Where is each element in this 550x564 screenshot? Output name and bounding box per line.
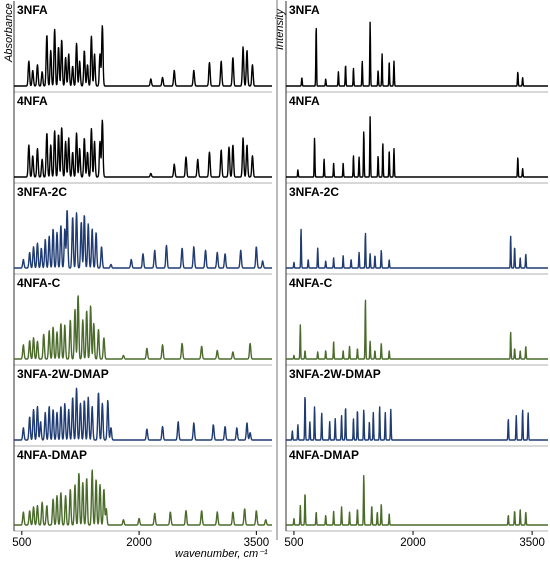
sample-label-ir-3: 3NFA-2C [17, 185, 67, 199]
sample-label-raman-6: 4NFA-DMAP [289, 448, 359, 462]
sample-label-raman-4: 4NFA-C [289, 276, 333, 290]
spectrum-line-ir-5 [13, 387, 273, 441]
right-y-axis-label: Intensity [274, 8, 286, 50]
sample-label-ir-4: 4NFA-C [17, 276, 61, 290]
x-tick-label: 3500 [519, 537, 545, 549]
sample-label-ir-2: 4NFA [17, 94, 48, 108]
sample-label-ir-5: 3NFA-2W-DMAP [17, 367, 109, 381]
sample-label-raman-2: 4NFA [289, 94, 320, 108]
spectrum-line-raman-6 [285, 475, 549, 526]
plots-layer: 3NFA 4NFA 3NFA-2C 4NFA-C 3NFA-2W-DMAP 4NFA-DM… [12, 1, 549, 549]
spectrum-line-raman-3 [285, 228, 549, 269]
spectrum-line-ir-6 [13, 469, 273, 526]
x-tick-label: 3500 [244, 537, 270, 549]
spectrum-line-raman-1 [285, 21, 549, 87]
left-y-axis-label: Absorbance [3, 3, 15, 63]
spectrum-line-ir-1 [13, 25, 273, 87]
spectrum-line-ir-4 [13, 295, 273, 360]
sample-label-ir-6: 4NFA-DMAP [17, 448, 87, 462]
spectrum-line-ir-2 [13, 119, 273, 178]
x-tick-label: 500 [12, 537, 31, 549]
spectrum-line-raman-2 [285, 116, 549, 178]
x-axis-label: wavenumber, cm⁻¹ [175, 548, 268, 560]
x-tick-label: 2000 [126, 537, 152, 549]
spectrum-line-raman-5 [285, 396, 549, 441]
x-tick-label: 2000 [400, 537, 426, 549]
sample-label-raman-5: 3NFA-2W-DMAP [289, 367, 381, 381]
sample-label-ir-1: 3NFA [17, 3, 48, 17]
x-tick-label: 500 [284, 537, 303, 549]
spectrum-line-raman-4 [285, 299, 549, 360]
sample-label-raman-1: 3NFA [289, 3, 320, 17]
spectrum-line-ir-3 [13, 210, 273, 269]
sample-label-raman-3: 3NFA-2C [289, 185, 339, 199]
